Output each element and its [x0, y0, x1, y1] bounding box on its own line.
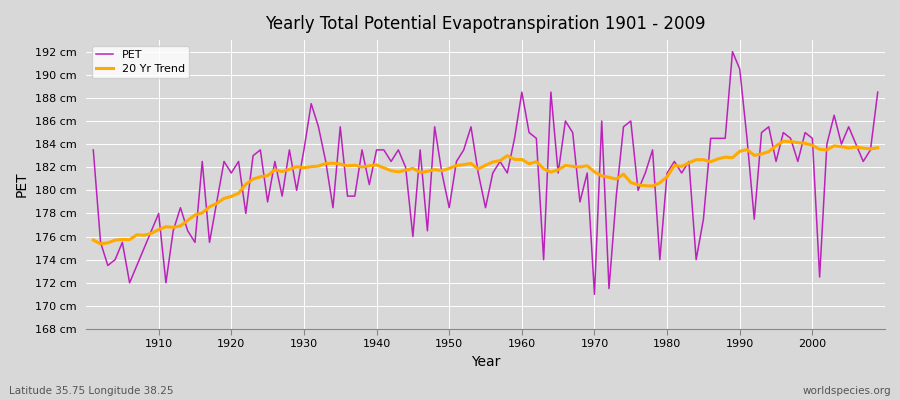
PET	[872, 90, 883, 94]
20 Yr Trend	[356, 164, 367, 169]
20 Yr Trend	[872, 145, 883, 150]
20 Yr Trend	[153, 227, 164, 232]
20 Yr Trend	[517, 157, 527, 162]
Line: PET: PET	[94, 52, 878, 294]
Legend: PET, 20 Yr Trend: PET, 20 Yr Trend	[92, 46, 189, 78]
PET	[509, 136, 520, 141]
Line: 20 Yr Trend: 20 Yr Trend	[94, 141, 878, 244]
20 Yr Trend	[88, 238, 99, 242]
Text: worldspecies.org: worldspecies.org	[803, 386, 891, 396]
PET	[727, 49, 738, 54]
20 Yr Trend	[778, 139, 788, 144]
Text: Latitude 35.75 Longitude 38.25: Latitude 35.75 Longitude 38.25	[9, 386, 174, 396]
Y-axis label: PET: PET	[15, 172, 29, 197]
PET	[517, 90, 527, 94]
X-axis label: Year: Year	[471, 355, 500, 369]
PET	[88, 148, 99, 152]
PET	[611, 194, 622, 198]
PET	[590, 292, 600, 297]
Title: Yearly Total Potential Evapotranspiration 1901 - 2009: Yearly Total Potential Evapotranspiratio…	[266, 15, 706, 33]
20 Yr Trend	[611, 177, 622, 182]
PET	[349, 194, 360, 198]
PET	[306, 101, 317, 106]
20 Yr Trend	[95, 242, 106, 246]
20 Yr Trend	[524, 161, 535, 166]
PET	[146, 228, 157, 233]
20 Yr Trend	[313, 164, 324, 168]
